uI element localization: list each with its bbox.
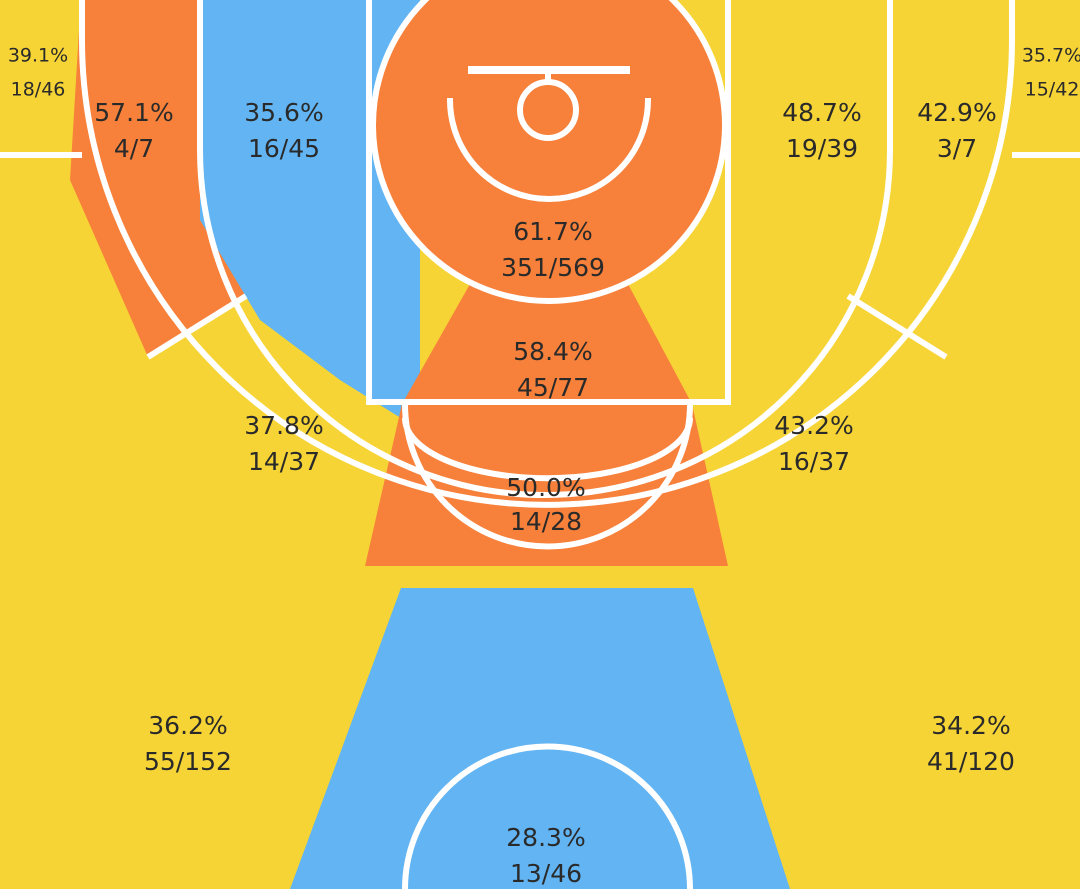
zone-percentage-label-right-wing-three: 34.2% — [931, 711, 1010, 740]
zone-labels: 39.1% 18/46 35.7% 15/42 57.1% 4/7 35.6% 16/45 61… — [8, 45, 1080, 889]
zone-makes-attempts-label-top-of-key-long-two: 14/28 — [510, 507, 582, 536]
zone-restricted-area[interactable] — [373, 0, 725, 301]
zone-makes-attempts-label-top-of-key-three: 13/46 — [510, 859, 582, 888]
free-throw-dash-arc — [402, 417, 693, 482]
zone-percentage-label-right-baseline-long-two: 42.9% — [917, 98, 996, 127]
zone-makes-attempts-label-right-wing-three: 41/120 — [927, 747, 1015, 776]
zone-makes-attempts-label-left-short-midrange: 16/45 — [248, 134, 320, 163]
right-baseline-divider-line — [846, 293, 948, 360]
zone-paint-non-ra[interactable] — [402, 284, 692, 404]
zone-makes-attempts-label-left-baseline-long-two: 4/7 — [114, 134, 154, 163]
left-baseline-divider-line — [146, 293, 248, 360]
zone-percentage-label-left-elbow-long-two: 37.8% — [244, 411, 323, 440]
rim-circle — [517, 79, 579, 141]
zone-makes-attempts-label-left-elbow-long-two: 14/37 — [248, 447, 320, 476]
free-throw-circle — [402, 403, 693, 550]
zone-percentage-label-left-baseline-long-two: 57.1% — [94, 98, 173, 127]
zone-top-of-key-long-two[interactable] — [365, 404, 728, 566]
zone-makes-attempts-label-paint-non-ra: 45/77 — [517, 373, 589, 402]
zone-percentage-label-right-elbow-long-two: 43.2% — [774, 411, 853, 440]
center-circle-line — [402, 743, 693, 889]
zone-percentage-label-right-corner-three: 35.7% — [1022, 45, 1080, 67]
zone-makes-attempts-label-restricted-area: 351/569 — [501, 253, 605, 282]
zone-percentage-label-left-wing-three: 36.2% — [148, 711, 227, 740]
zone-left-short-midrange[interactable] — [200, 0, 420, 430]
zone-percentage-label-restricted-area: 61.7% — [513, 217, 592, 246]
restricted-arc-line — [447, 99, 651, 202]
zone-makes-attempts-label-right-elbow-long-two: 16/37 — [778, 447, 850, 476]
three-point-line — [79, 0, 1015, 508]
paint-lane-rect — [366, 0, 731, 405]
zone-percentage-label-left-corner-three: 39.1% — [8, 45, 68, 67]
zone-percentage-label-top-of-key-long-two: 50.0% — [506, 473, 585, 502]
zone-makes-attempts-label-right-corner-three: 15/42 — [1025, 79, 1080, 101]
zone-makes-attempts-label-left-wing-three: 55/152 — [144, 747, 232, 776]
zone-makes-attempts-label-right-baseline-long-two: 3/7 — [937, 134, 977, 163]
zone-percentage-label-left-short-midrange: 35.6% — [244, 98, 323, 127]
zone-makes-attempts-label-right-short-midrange: 19/39 — [786, 134, 858, 163]
zone-percentage-label-top-of-key-three: 28.3% — [506, 823, 585, 852]
zone-percentage-label-right-short-midrange: 48.7% — [782, 98, 861, 127]
zone-left-baseline-long-two[interactable] — [70, 0, 246, 357]
zone-percentage-label-paint-non-ra: 58.4% — [513, 337, 592, 366]
zone-makes-attempts-label-left-corner-three: 18/46 — [11, 79, 66, 101]
